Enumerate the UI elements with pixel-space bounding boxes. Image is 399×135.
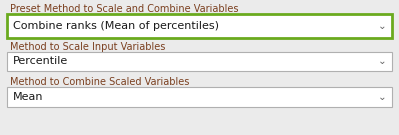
Text: Method to Combine Scaled Variables: Method to Combine Scaled Variables <box>10 77 190 87</box>
Text: ⌄: ⌄ <box>377 92 386 102</box>
FancyBboxPatch shape <box>7 14 392 38</box>
Text: Percentile: Percentile <box>13 57 68 67</box>
Text: Combine ranks (Mean of percentiles): Combine ranks (Mean of percentiles) <box>13 21 219 31</box>
Text: ⌄: ⌄ <box>377 57 386 67</box>
Text: Mean: Mean <box>13 92 43 102</box>
FancyBboxPatch shape <box>7 52 392 71</box>
Text: Preset Method to Scale and Combine Variables: Preset Method to Scale and Combine Varia… <box>10 4 239 14</box>
Text: ⌄: ⌄ <box>377 21 386 31</box>
Text: Method to Scale Input Variables: Method to Scale Input Variables <box>10 42 165 52</box>
FancyBboxPatch shape <box>7 87 392 107</box>
